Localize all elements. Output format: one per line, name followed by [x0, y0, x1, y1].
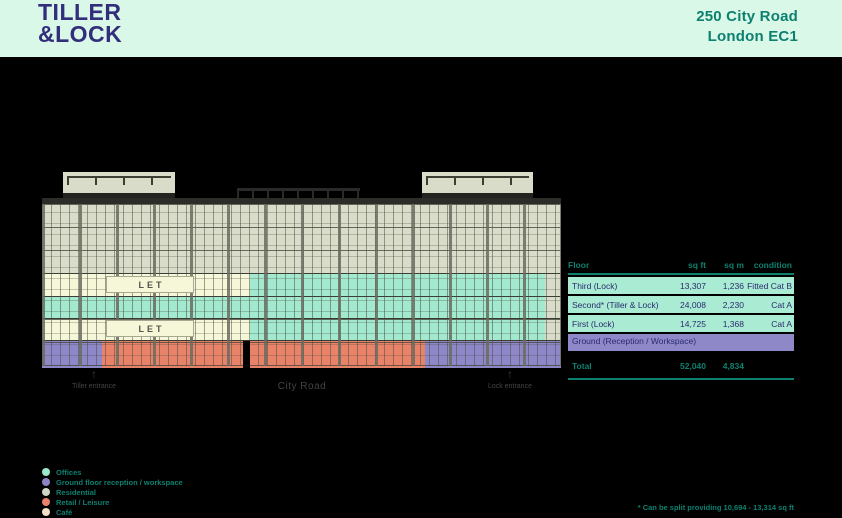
- cell-sqm: 2,230: [722, 299, 744, 310]
- legend-dot-reception: [42, 478, 50, 486]
- col-floor: Floor: [568, 260, 590, 270]
- logo-line1: TILLER: [38, 0, 122, 25]
- ground-reception-right: [425, 341, 561, 368]
- cell-condition: Cat A: [771, 318, 792, 329]
- legend-dot-residential: [42, 488, 50, 496]
- cell-condition: Cat A: [771, 299, 792, 310]
- tiller-entrance-label: Tiller entrance: [71, 383, 117, 390]
- cell-sqm: 1,368: [722, 318, 744, 329]
- col-sqm: sq m: [724, 260, 744, 270]
- table-row-ground: Ground (Reception / Workspace): [568, 334, 794, 353]
- let-label-first-floor: LET: [106, 320, 194, 337]
- cell-sqft: 13,307: [680, 280, 706, 291]
- cell-floor: Second* (Tiller & Lock): [572, 299, 659, 310]
- second-floor-office-segment: [42, 297, 545, 318]
- table-row: Second* (Tiller & Lock) 24,008 2,230 Cat…: [568, 296, 794, 315]
- header: TILLER &LOCK 250 City Road London EC1: [0, 0, 842, 57]
- legend-dot-offices: [42, 468, 50, 476]
- cell-sqft: 14,725: [680, 318, 706, 329]
- ground-floor-band: [42, 340, 561, 368]
- rooftop-structure-right: [422, 172, 533, 198]
- cell-condition: Fitted Cat B: [747, 280, 792, 291]
- up-arrow-icon: ↑: [507, 367, 513, 381]
- legend-item: Residential: [42, 487, 183, 497]
- legend-label: Ground floor reception / workspace: [56, 477, 183, 487]
- tiller-entrance-marker: ↑ Tiller entrance: [54, 368, 134, 390]
- legend-item: Offices: [42, 467, 183, 477]
- brand-logo: TILLER &LOCK: [38, 0, 123, 47]
- up-arrow-icon: ↑: [91, 367, 97, 381]
- legend-item: Café: [42, 507, 183, 517]
- total-sqm: 4,834: [722, 361, 744, 371]
- second-floor-band: [42, 296, 561, 318]
- lock-entrance-marker: ↑ Lock entrance: [470, 368, 550, 390]
- retail-frontage-right: [250, 341, 425, 368]
- table-header: Floor sq ft sq m condition: [568, 260, 794, 275]
- legend-label: Offices: [56, 467, 82, 477]
- cell-sqft: 24,008: [680, 299, 706, 310]
- table-row: Third (Lock) 13,307 1,236 Fitted Cat B: [568, 277, 794, 296]
- logo-line2: &LOCK: [38, 21, 123, 47]
- roof-railing-centre: [237, 188, 360, 198]
- table-row: First (Lock) 14,725 1,368 Cat A: [568, 315, 794, 334]
- address-line2: London EC1: [707, 28, 798, 45]
- total-sqft: 52,040: [680, 361, 706, 371]
- third-floor-core: [545, 274, 561, 296]
- legend-label: Café: [56, 507, 73, 517]
- parapet: [42, 198, 561, 204]
- third-floor-office-segment: [250, 274, 545, 296]
- legend: Offices Ground floor reception / workspa…: [42, 467, 183, 517]
- total-label: Total: [572, 361, 592, 371]
- residential-floors: [42, 204, 561, 273]
- street-label: City Road: [277, 381, 327, 392]
- lock-entrance-label: Lock entrance: [488, 383, 532, 390]
- ground-reception-left: [42, 341, 102, 368]
- cell-sqm: 1,236: [722, 280, 744, 291]
- property-address: 250 City Road London EC1: [696, 7, 798, 47]
- cell-floor: Third (Lock): [572, 280, 618, 291]
- legend-dot-retail: [42, 498, 50, 506]
- col-sqft: sq ft: [688, 260, 706, 270]
- cell-floor: First (Lock): [572, 318, 615, 329]
- legend-item: Ground floor reception / workspace: [42, 477, 183, 487]
- legend-label: Retail / Leisure: [56, 497, 110, 507]
- retail-frontage-left: [102, 341, 243, 368]
- roof-railing-left: [67, 176, 171, 185]
- elevation-canvas: LET LET ↑ Tiller entrance City Road ↑ Lo…: [0, 57, 842, 518]
- legend-label: Residential: [56, 487, 97, 497]
- rooftop-structure-left: [63, 172, 175, 198]
- legend-dot-cafe: [42, 508, 50, 516]
- first-floor-office-segment: [250, 319, 545, 340]
- cell-floor: Ground (Reception / Workspace): [572, 335, 697, 346]
- second-floor-core: [545, 297, 561, 318]
- col-condition: condition: [753, 260, 792, 270]
- address-line1: 250 City Road: [696, 8, 798, 25]
- floor-schedule-table: Floor sq ft sq m condition Third (Lock) …: [568, 260, 794, 380]
- legend-item: Retail / Leisure: [42, 497, 183, 507]
- table-total-row: Total 52,040 4,834: [568, 359, 794, 380]
- first-floor-core: [545, 319, 561, 340]
- split-footnote: * Can be split providing 10,694 - 13,314…: [637, 503, 794, 512]
- roof-railing-right: [426, 176, 529, 185]
- let-label-third-floor: LET: [106, 276, 194, 293]
- table-body: Third (Lock) 13,307 1,236 Fitted Cat B S…: [568, 277, 794, 353]
- facade: LET LET: [42, 204, 561, 368]
- ground-passage-gap: [243, 341, 250, 368]
- building-elevation: LET LET: [42, 172, 561, 368]
